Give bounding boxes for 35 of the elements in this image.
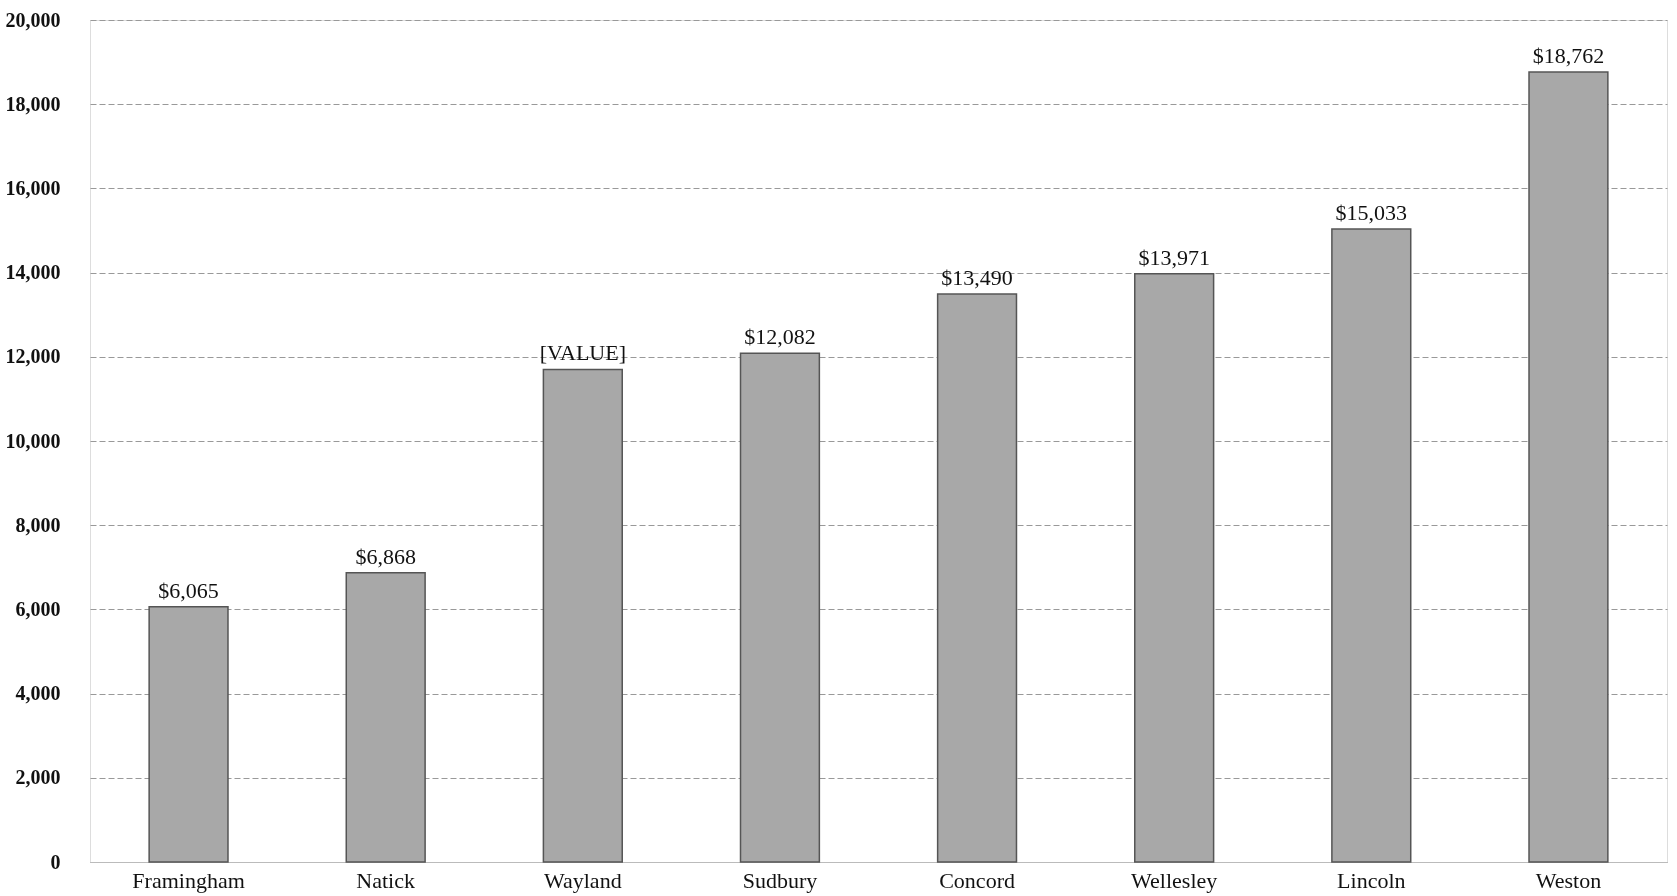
x-tick-label: Weston [1535, 867, 1602, 893]
x-tick-label: Concord [939, 867, 1015, 893]
data-label: $18,762 [1532, 43, 1605, 69]
bar [1528, 71, 1609, 863]
y-tick-label: 16,000 [5, 176, 61, 199]
y-tick-label: 8,000 [15, 513, 61, 536]
bar [1134, 273, 1215, 863]
data-label: $6,065 [158, 577, 219, 603]
data-label: $13,971 [1138, 244, 1210, 270]
y-tick-label: 14,000 [5, 261, 61, 284]
data-label: $13,490 [941, 265, 1013, 291]
x-tick-label: Sudbury [742, 867, 818, 893]
y-tick-label: 10,000 [5, 429, 61, 452]
bar [542, 368, 623, 863]
x-tick-label: Wayland [543, 867, 622, 893]
bar [345, 572, 426, 863]
bar [1331, 228, 1412, 863]
x-tick-label: Wellesley [1131, 867, 1218, 893]
data-label: $12,082 [744, 324, 816, 350]
x-tick-label: Natick [356, 867, 416, 893]
y-tick-label: 12,000 [5, 345, 61, 368]
data-label: [VALUE] [539, 340, 626, 366]
y-tick-label: 18,000 [5, 92, 61, 115]
bar [739, 352, 821, 863]
y-tick-label: 6,000 [15, 597, 61, 620]
y-tick-label: 20,000 [5, 8, 61, 31]
y-tick-label: 0 [50, 850, 61, 873]
y-tick-label: 4,000 [15, 682, 61, 705]
y-tick-label: 2,000 [15, 766, 61, 789]
x-tick-label: Framingham [132, 867, 245, 893]
bar [148, 605, 229, 863]
bar [936, 293, 1018, 863]
data-label: $15,033 [1335, 200, 1408, 226]
data-label: $6,868 [355, 543, 416, 569]
x-tick-label: Lincoln [1337, 867, 1406, 893]
